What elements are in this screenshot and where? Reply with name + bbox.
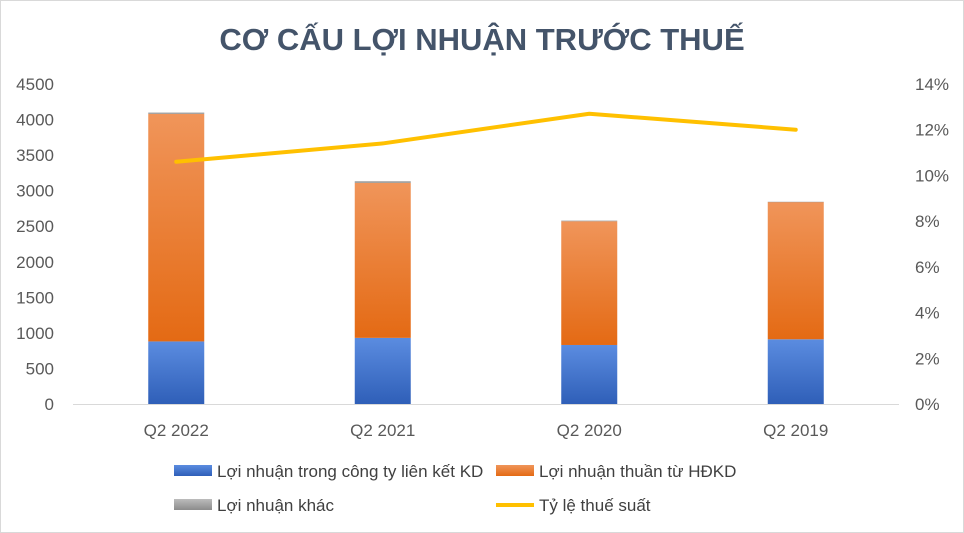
bar-series-group	[148, 112, 824, 404]
y-tick-label: 2000	[16, 253, 54, 272]
bar-loi-nhuan-thuan-tu-hdkd	[148, 113, 205, 342]
bar-loi-nhuan-trong-cong-ty-lien-ket-kd	[354, 337, 411, 404]
y-tick-label: 4000	[16, 111, 54, 130]
bar-loi-nhuan-thuan-tu-hdkd	[354, 182, 411, 338]
y2-tick-label: 10%	[915, 166, 949, 185]
y-tick-label: 0	[45, 395, 54, 414]
x-tick-label: Q2 2019	[763, 421, 828, 440]
bar-loi-nhuan-thuan-tu-hdkd	[561, 221, 618, 345]
y-tick-label: 3000	[16, 182, 54, 201]
y2-tick-label: 0%	[915, 395, 940, 414]
y2-tick-label: 2%	[915, 349, 940, 368]
bar-loi-nhuan-khac	[767, 201, 824, 203]
x-tick-label: Q2 2020	[557, 421, 622, 440]
line-series-group	[174, 111, 798, 164]
bar-loi-nhuan-khac	[148, 112, 205, 114]
chart-title: CƠ CẤU LỢI NHUẬN TRƯỚC THUẾ	[219, 21, 744, 57]
x-tick-label: Q2 2022	[144, 421, 209, 440]
bar-loi-nhuan-trong-cong-ty-lien-ket-kd	[561, 344, 618, 404]
y-tick-label: 4500	[16, 75, 54, 94]
left-axis: 0 500 1000 1500 2000 2500 3000 3500 4000 4500	[16, 75, 54, 414]
bar-loi-nhuan-khac	[354, 181, 411, 183]
bar-loi-nhuan-trong-cong-ty-lien-ket-kd	[148, 341, 205, 404]
x-axis: Q2 2022 Q2 2021 Q2 2020 Q2 2019	[144, 421, 829, 440]
y2-tick-label: 8%	[915, 212, 940, 231]
y2-tick-label: 14%	[915, 75, 949, 94]
y2-tick-label: 4%	[915, 304, 940, 323]
legend-label: Tỷ lệ thuế suất	[539, 496, 651, 515]
y2-tick-label: 12%	[915, 121, 949, 140]
bar-loi-nhuan-trong-cong-ty-lien-ket-kd	[767, 339, 824, 404]
legend-label: Lợi nhuận trong công ty liên kết KD	[217, 462, 483, 481]
bar-loi-nhuan-khac	[561, 220, 618, 222]
y-tick-label: 1500	[16, 288, 54, 307]
bar-loi-nhuan-thuan-tu-hdkd	[767, 202, 824, 340]
legend-swatch-loi-nhuan-thuan-tu-hdkd	[496, 465, 534, 476]
legend-swatch-loi-nhuan-khac	[174, 499, 212, 510]
legend-label: Lợi nhuận thuần từ HĐKD	[539, 462, 736, 481]
y2-tick-label: 6%	[915, 258, 940, 277]
x-tick-label: Q2 2021	[350, 421, 415, 440]
y-tick-label: 1000	[16, 324, 54, 343]
y-tick-label: 3500	[16, 146, 54, 165]
legend: Lợi nhuận trong công ty liên kết KD Lợi n…	[174, 462, 736, 515]
right-axis: 0% 2% 4% 6% 8% 10% 12% 14%	[915, 75, 949, 414]
line-ty-le-thue-suat	[174, 111, 798, 164]
y-tick-label: 2500	[16, 217, 54, 236]
legend-swatch-loi-nhuan-trong-cong-ty-lien-ket-kd	[174, 465, 212, 476]
y-tick-label: 500	[26, 359, 54, 378]
legend-label: Lợi nhuận khác	[217, 496, 335, 515]
